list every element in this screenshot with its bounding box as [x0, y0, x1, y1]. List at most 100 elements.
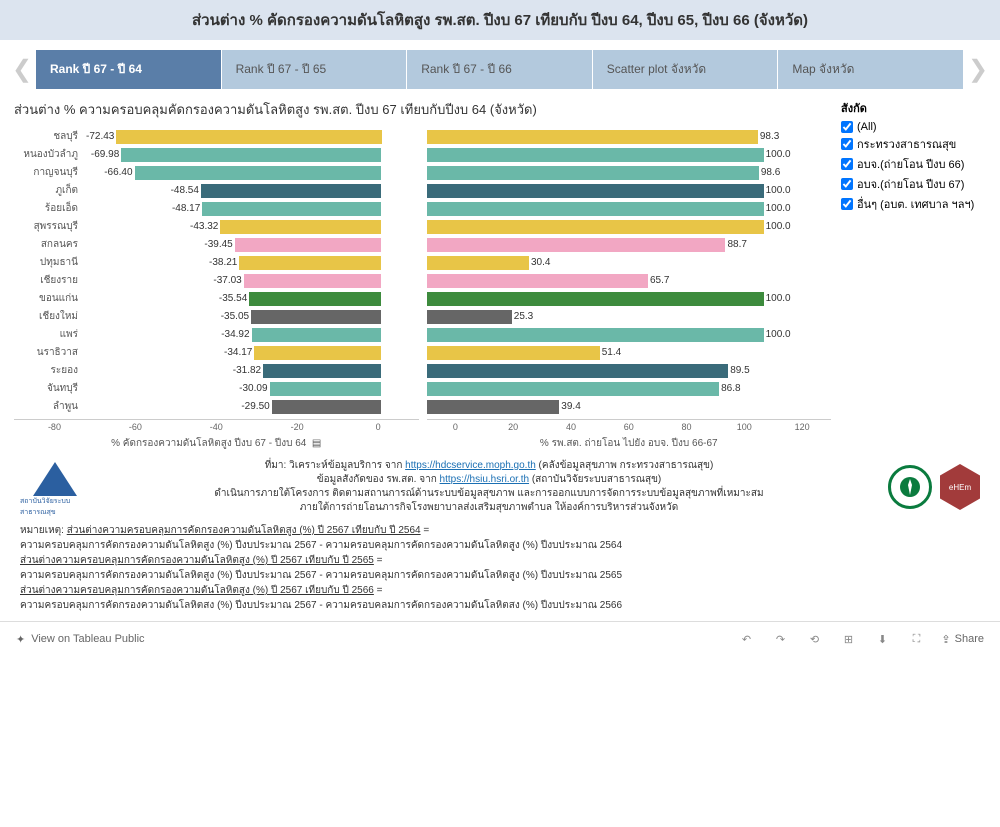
bar[interactable] [427, 256, 529, 270]
bar-value: 100.0 [764, 203, 793, 214]
bar-value: -48.17 [170, 203, 202, 214]
bar-row: 88.7 [427, 236, 832, 253]
bar[interactable] [239, 256, 381, 270]
bar-row: 100.0 [427, 290, 832, 307]
link-hsiu[interactable]: https://hsiu.hsri.or.th [440, 474, 530, 485]
fullscreen-icon[interactable]: ⛶ [907, 630, 925, 648]
right-chart: 98.3100.098.6100.0100.0100.088.730.465.7… [427, 128, 832, 451]
x-tick: 100 [715, 422, 773, 432]
bar-value: 100.0 [764, 149, 793, 160]
reset-icon[interactable]: ⟲ [805, 630, 823, 648]
bar-row: 65.7 [427, 272, 832, 289]
bar[interactable] [427, 148, 764, 162]
bar-row: ชลบุรี-72.43 [14, 128, 419, 145]
bar[interactable] [201, 184, 381, 198]
bar-value: 65.7 [648, 275, 671, 286]
bar[interactable] [427, 292, 764, 306]
tableau-logo-icon: ✦ [16, 633, 25, 646]
bar[interactable] [427, 310, 512, 324]
bar[interactable] [235, 238, 382, 252]
bar[interactable] [135, 166, 382, 180]
tab-0[interactable]: Rank ปี 67 - ปี 64 [36, 50, 222, 89]
legend-item-1[interactable]: กระทรวงสาธารณสุข [841, 135, 986, 153]
legend-checkbox[interactable] [841, 138, 853, 150]
bar-row: 25.3 [427, 308, 832, 325]
bar-row: เชียงราย-37.03 [14, 272, 419, 289]
bar-value: 25.3 [512, 311, 535, 322]
bar[interactable] [427, 184, 764, 198]
bar[interactable] [270, 382, 382, 396]
bar-row: 98.6 [427, 164, 832, 181]
bar[interactable] [220, 220, 381, 234]
legend-label: กระทรวงสาธารณสุข [857, 135, 956, 153]
province-label: ปทุมธานี [14, 255, 84, 270]
view-on-tableau[interactable]: ✦ View on Tableau Public [16, 633, 145, 646]
footer-source: ที่มา: วิเคราะห์ข้อมูลบริการ จาก https:/… [130, 459, 848, 515]
tab-prev-arrow[interactable]: ❮ [8, 52, 36, 88]
province-label: ร้อยเอ็ด [14, 201, 84, 216]
legend-panel: สังกัด (All)กระทรวงสาธารณสุขอบจ.(ถ่ายโอน… [831, 99, 986, 451]
bar[interactable] [251, 310, 381, 324]
bar[interactable] [427, 382, 720, 396]
province-label: จันทบุรี [14, 381, 84, 396]
undo-icon[interactable]: ↶ [737, 630, 755, 648]
download-icon[interactable]: ⬇ [873, 630, 891, 648]
legend-item-4[interactable]: อื่นๆ (อบต. เทศบาล ฯลฯ) [841, 195, 986, 213]
bar[interactable] [427, 364, 729, 378]
legend-item-2[interactable]: อบจ.(ถ่ายโอน ปีงบ 66) [841, 155, 986, 173]
bar-row: 100.0 [427, 218, 832, 235]
x-tick: 80 [658, 422, 716, 432]
bar[interactable] [427, 328, 764, 342]
bar-value: 88.7 [725, 239, 748, 250]
bar[interactable] [272, 400, 382, 414]
tab-1[interactable]: Rank ปี 67 - ปี 65 [222, 50, 408, 89]
province-label: นราธิวาส [14, 345, 84, 360]
province-label: ลำพูน [14, 399, 84, 414]
bar[interactable] [249, 292, 381, 306]
province-label: กาญจนบุรี [14, 165, 84, 180]
tab-4[interactable]: Map จังหวัด [778, 50, 964, 89]
legend-checkbox[interactable] [841, 178, 853, 190]
bar[interactable] [427, 220, 764, 234]
x-tick: -40 [176, 422, 257, 432]
legend-checkbox[interactable] [841, 158, 853, 170]
bar-row: ลำพูน-29.50 [14, 398, 419, 415]
share-button[interactable]: ⇪ Share [941, 633, 984, 646]
tab-3[interactable]: Scatter plot จังหวัด [593, 50, 779, 89]
bar-value: 39.4 [559, 401, 582, 412]
bar[interactable] [427, 202, 764, 216]
bar[interactable] [202, 202, 381, 216]
bar[interactable] [244, 274, 382, 288]
bar[interactable] [427, 238, 726, 252]
bar[interactable] [116, 130, 382, 144]
bar-row: สกลนคร-39.45 [14, 236, 419, 253]
bar[interactable] [427, 346, 600, 360]
bar-value: -37.03 [211, 275, 243, 286]
bar[interactable] [252, 328, 382, 342]
bar-row: ภูเก็ต-48.54 [14, 182, 419, 199]
legend-checkbox[interactable] [841, 121, 853, 133]
redo-icon[interactable]: ↷ [771, 630, 789, 648]
tableau-toolbar: ✦ View on Tableau Public ↶ ↷ ⟲ ⊞ ⬇ ⛶ ⇪ S… [0, 621, 1000, 656]
tab-2[interactable]: Rank ปี 67 - ปี 66 [407, 50, 593, 89]
link-hdc[interactable]: https://hdcservice.moph.go.th [405, 460, 536, 471]
legend-item-0[interactable]: (All) [841, 121, 986, 133]
bar[interactable] [121, 148, 381, 162]
bar[interactable] [427, 130, 758, 144]
bar[interactable] [427, 400, 560, 414]
left-chart: ชลบุรี-72.43หนองบัวลำภู-69.98กาญจนบุรี-6… [14, 128, 419, 451]
bar[interactable] [254, 346, 381, 360]
bar[interactable] [427, 274, 648, 288]
bar[interactable] [263, 364, 381, 378]
bar-value: -43.32 [188, 221, 220, 232]
bar-row: 100.0 [427, 326, 832, 343]
province-label: สกลนคร [14, 237, 84, 252]
notes-section: หมายเหตุ: ส่วนต่างความครอบคลุมการคัดกรอง… [0, 523, 1000, 621]
legend-item-3[interactable]: อบจ.(ถ่ายโอน ปีงบ 67) [841, 175, 986, 193]
bar[interactable] [427, 166, 759, 180]
bar-value: 100.0 [764, 221, 793, 232]
legend-checkbox[interactable] [841, 198, 853, 210]
province-label: แพร่ [14, 327, 84, 342]
tab-next-arrow[interactable]: ❯ [964, 52, 992, 88]
settings-icon[interactable]: ⊞ [839, 630, 857, 648]
